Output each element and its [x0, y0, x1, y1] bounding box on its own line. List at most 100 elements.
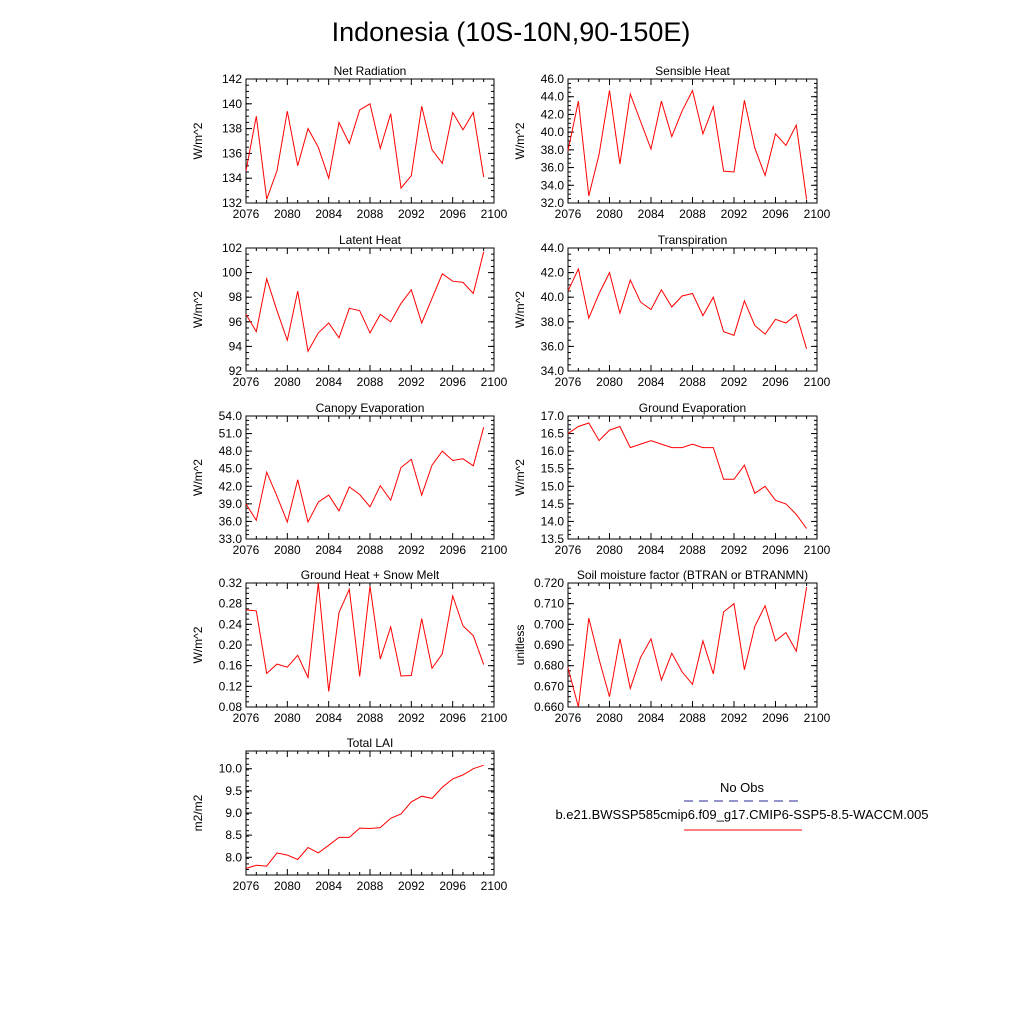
y-tick-label: 134: [222, 171, 242, 185]
x-tick-label: 2088: [357, 543, 384, 557]
y-tick-label: 0.660: [534, 700, 564, 714]
y-tick-label: 0.680: [534, 659, 564, 673]
series-line: [245, 426, 485, 524]
x-tick-label: 2080: [274, 879, 301, 893]
y-tick-label: 9.5: [225, 784, 242, 798]
y-axis-title: m2/m2: [191, 794, 205, 831]
panel-title: Canopy Evaporation: [316, 401, 425, 415]
y-axis-title: W/m^2: [513, 459, 527, 496]
panel-title: Net Radiation: [334, 64, 407, 78]
x-tick-label: 2088: [357, 207, 384, 221]
y-axis-title: W/m^2: [191, 291, 205, 328]
series-line: [567, 89, 808, 200]
x-tick-label: 2092: [398, 207, 425, 221]
y-tick-label: 140: [222, 97, 242, 111]
y-tick-label: 8.5: [225, 828, 242, 842]
x-tick-label: 2080: [274, 207, 301, 221]
panels: Net Radiation 2076 2080 2084 2088 2092 2096 210…: [191, 64, 831, 893]
x-tick-label: 2088: [357, 879, 384, 893]
plot-frame: [567, 582, 818, 708]
x-tick-label: 2076: [233, 543, 260, 557]
x-tick-label: 2080: [596, 375, 623, 389]
x-tick-label: 2084: [638, 711, 665, 725]
x-tick-label: 2100: [804, 207, 831, 221]
x-tick-label: 2096: [762, 543, 789, 557]
plot-frame: [245, 415, 495, 540]
panel-title: Total LAI: [347, 736, 394, 750]
y-tick-label: 98: [229, 290, 243, 304]
x-tick-label: 2076: [233, 879, 260, 893]
panel-title: Ground Evaporation: [639, 401, 746, 415]
plot-frame: [245, 582, 495, 708]
series-line: [245, 764, 484, 869]
x-tick-label: 2084: [638, 207, 665, 221]
y-tick-label: 142: [222, 72, 242, 86]
y-tick-label: 10.0: [219, 762, 243, 776]
x-tick-label: 2080: [596, 207, 623, 221]
legend-obs-label: No Obs: [720, 780, 765, 795]
y-tick-label: 16.5: [541, 427, 565, 441]
x-tick-label: 2088: [357, 375, 384, 389]
x-tick-label: 2076: [555, 207, 582, 221]
x-tick-label: 2088: [679, 543, 706, 557]
y-tick-label: 40.0: [541, 125, 565, 139]
x-tick-label: 2084: [315, 543, 342, 557]
x-tick-label: 2100: [804, 711, 831, 725]
x-tick-label: 2088: [357, 711, 384, 725]
x-tick-label: 2088: [679, 711, 706, 725]
panel-7: Ground Heat + Snow Melt 2076 2080 2084 2088 2…: [191, 568, 508, 725]
x-tick-label: 2100: [481, 711, 508, 725]
x-tick-label: 2100: [481, 879, 508, 893]
panel-title: Latent Heat: [339, 233, 402, 247]
plot-frame: [567, 78, 818, 204]
panel-2: Sensible Heat 2076 2080 2084 2088 2092 2096 210…: [513, 64, 831, 221]
y-tick-label: 96: [229, 315, 243, 329]
y-tick-label: 0.08: [219, 700, 243, 714]
y-tick-label: 36.0: [541, 161, 565, 175]
x-tick-label: 2100: [804, 543, 831, 557]
panel-title: Sensible Heat: [655, 64, 730, 78]
y-tick-label: 34.0: [541, 178, 565, 192]
y-tick-label: 46.0: [541, 72, 565, 86]
panel-3: Latent Heat 2076 2080 2084 2088 2092 2096 2100 9…: [191, 233, 508, 389]
x-tick-label: 2088: [679, 375, 706, 389]
y-tick-label: 40.0: [541, 290, 565, 304]
series-line: [567, 422, 808, 529]
series-line: [245, 251, 485, 353]
x-tick-label: 2100: [481, 375, 508, 389]
y-tick-label: 8.0: [225, 850, 242, 864]
y-tick-label: 92: [229, 364, 243, 378]
x-tick-label: 2076: [233, 711, 260, 725]
y-tick-label: 15.5: [541, 462, 565, 476]
panel-5: Canopy Evaporation 2076 2080 2084 2088 2092 20…: [191, 401, 508, 557]
x-tick-label: 2084: [638, 543, 665, 557]
y-tick-label: 13.5: [541, 532, 565, 546]
y-tick-label: 36.0: [541, 339, 565, 353]
y-tick-label: 51.0: [219, 427, 243, 441]
y-tick-label: 0.12: [219, 679, 243, 693]
x-tick-label: 2084: [315, 711, 342, 725]
y-tick-label: 14.5: [541, 497, 565, 511]
x-tick-label: 2080: [274, 543, 301, 557]
y-tick-label: 45.0: [219, 462, 243, 476]
panel-1: Net Radiation 2076 2080 2084 2088 2092 2096 210…: [191, 64, 508, 221]
y-tick-label: 42.0: [219, 479, 243, 493]
y-axis-title: W/m^2: [191, 626, 205, 663]
panel-title: Ground Heat + Snow Melt: [301, 568, 440, 582]
x-tick-label: 2080: [596, 543, 623, 557]
x-tick-label: 2080: [274, 711, 301, 725]
y-tick-label: 138: [222, 122, 242, 136]
panel-4: Transpiration 2076 2080 2084 2088 2092 2096 210…: [513, 233, 831, 389]
x-tick-label: 2092: [398, 879, 425, 893]
y-tick-label: 136: [222, 146, 242, 160]
x-tick-label: 2096: [439, 879, 466, 893]
panel-title: Transpiration: [658, 233, 728, 247]
y-tick-label: 132: [222, 196, 242, 210]
x-tick-label: 2084: [638, 375, 665, 389]
x-tick-label: 2076: [555, 375, 582, 389]
y-tick-label: 0.16: [219, 659, 243, 673]
x-tick-label: 2092: [398, 375, 425, 389]
x-tick-label: 2096: [439, 543, 466, 557]
series-line: [245, 582, 485, 692]
y-tick-label: 0.690: [534, 638, 564, 652]
